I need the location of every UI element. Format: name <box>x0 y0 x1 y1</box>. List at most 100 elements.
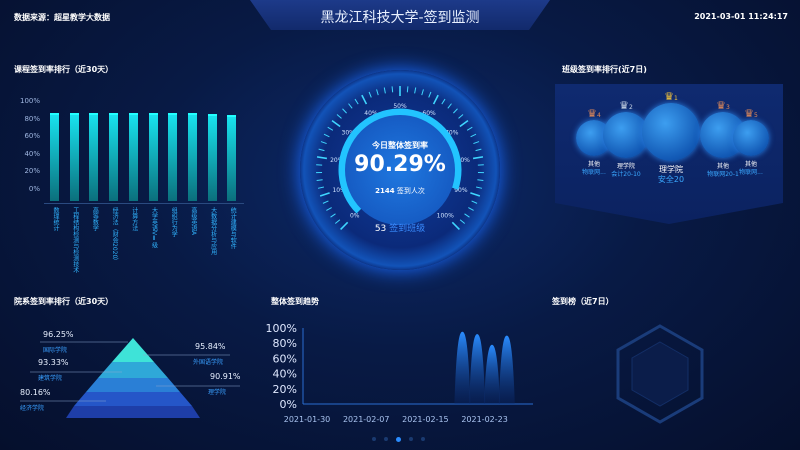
crown-icon: ♛2 <box>619 99 633 112</box>
pager-dot[interactable] <box>409 437 413 441</box>
crown-icon: ♛1 <box>664 90 678 103</box>
gauge-count: 2144 签到人次 <box>300 186 500 196</box>
datetime: 2021-03-01 11:24:17 <box>694 12 788 21</box>
gauge-tick-label: 100% <box>437 212 454 219</box>
pager-dot[interactable] <box>384 437 388 441</box>
rank-number: 5 <box>754 112 758 119</box>
course-bar[interactable] <box>109 113 119 201</box>
course-bar[interactable] <box>128 113 138 201</box>
gauge-tick <box>322 200 329 204</box>
y-tick: 20% <box>24 167 40 175</box>
classes-label: 签到班级 <box>389 224 426 234</box>
gauge-tick <box>470 133 477 138</box>
pyramid <box>20 338 240 418</box>
y-tick: 60% <box>273 352 297 365</box>
course-label: 数理统计 <box>52 207 59 231</box>
course-label: 工程结构检测与检测技术 <box>71 207 79 273</box>
class-college: 理学院 <box>659 165 683 174</box>
course-label: 大数据分析与应用 <box>209 207 217 255</box>
course-bar[interactable] <box>207 113 217 201</box>
class-college: 其他 <box>744 161 757 168</box>
gauge-progress-arc <box>338 108 462 214</box>
gauge-tick <box>320 141 327 145</box>
college-rate: 95.84% <box>195 342 226 351</box>
gauge-classes: 53 签到班级 <box>300 221 500 234</box>
gauge-tick <box>342 108 347 114</box>
rank-number: 1 <box>674 95 678 102</box>
gauge-tick <box>441 98 446 105</box>
course-rank-title: 课程签到率排行（近30天） <box>14 65 114 74</box>
gauge-tick <box>317 186 324 189</box>
x-tick: 2021-01-30 <box>284 415 331 424</box>
pager-dot-active[interactable] <box>396 437 401 442</box>
count-label: 签到人次 <box>396 187 425 195</box>
hexagon-decoration <box>616 324 704 424</box>
college-rate: 80.16% <box>20 388 51 397</box>
trend-area <box>469 334 486 404</box>
gauge-tick <box>471 200 478 204</box>
gauge-tick <box>432 94 439 105</box>
gauge-tick <box>316 156 328 160</box>
classes-value: 53 <box>374 224 387 234</box>
trend-area <box>484 344 500 404</box>
gauge-tick <box>383 87 386 94</box>
class-college: 理学院 <box>616 163 635 170</box>
y-tick: 40% <box>24 149 40 158</box>
gauge-tick <box>323 133 330 138</box>
gauge-tick <box>330 213 336 218</box>
gauge-tick <box>428 91 432 98</box>
gauge-tick <box>334 219 341 224</box>
y-tick: 40% <box>273 368 297 381</box>
course-label: 经济法（财会2020） <box>111 207 119 265</box>
trend-title: 整体签到趋势 <box>271 297 319 306</box>
gauge-tick-label: 30% <box>342 129 356 136</box>
gauge-tick <box>466 126 473 131</box>
class-avatar[interactable] <box>733 120 769 156</box>
course-bar[interactable] <box>187 113 197 201</box>
gauge-tick-label: 90% <box>454 187 468 194</box>
gauge-tick <box>470 192 481 197</box>
class-avatar[interactable] <box>603 112 649 158</box>
leaderboard-title: 签到榜（近7日） <box>552 297 614 306</box>
course-label: 组织行为学 <box>170 207 178 237</box>
gauge-tick <box>458 114 464 119</box>
course-label: 高等数学 <box>91 207 99 231</box>
gauge-ticks: 0% 10% 20% 30% 40% 50% 60% 70% 80% 90% 100% <box>316 86 484 230</box>
class-name: 物联网... <box>739 169 763 176</box>
gauge-tick-label: 20% <box>330 157 344 164</box>
pager-dot[interactable] <box>372 437 376 441</box>
gauge-tick <box>472 156 484 160</box>
course-bar[interactable] <box>89 113 99 201</box>
gauge-tick <box>475 148 482 152</box>
gauge-tick <box>464 213 470 218</box>
gauge-core <box>345 115 455 225</box>
data-source: 数据来源：超星教学大数据 <box>14 13 110 22</box>
gauge-tick <box>368 91 372 98</box>
course-bar[interactable] <box>50 113 59 201</box>
college-rate: 90.91% <box>210 372 241 381</box>
pager-dot[interactable] <box>421 437 425 441</box>
gauge-tick <box>327 126 334 131</box>
y-tick: 80% <box>273 337 297 350</box>
gauge-tick <box>336 114 342 119</box>
gauge-tick <box>319 192 330 197</box>
college-name: 建筑学院 <box>38 375 63 382</box>
course-bar[interactable] <box>69 113 79 201</box>
class-name: 物联网20-1 <box>707 171 739 178</box>
course-label: 高级英语A <box>189 207 197 236</box>
gauge-tick <box>459 119 469 128</box>
course-bar[interactable] <box>227 114 237 201</box>
college-rank-title: 院系签到率排行（近30天） <box>14 297 114 306</box>
class-name: 会计20-10 <box>611 171 641 178</box>
gauge-tick <box>354 98 359 105</box>
y-tick: 20% <box>273 383 297 396</box>
course-bar[interactable] <box>168 113 178 201</box>
class-avatar[interactable] <box>642 103 700 161</box>
gauge-tick <box>421 89 424 96</box>
course-bar[interactable] <box>148 113 158 201</box>
college-rate: 96.25% <box>43 330 74 339</box>
header-banner <box>250 0 550 30</box>
gauge-tick <box>348 103 353 109</box>
gauge-tick <box>459 219 466 224</box>
trend-area <box>498 335 515 404</box>
